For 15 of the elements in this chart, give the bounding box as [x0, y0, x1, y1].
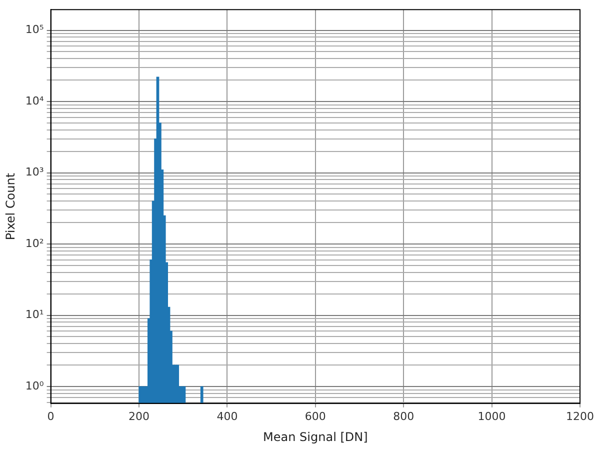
y-axis-title: Pixel Count: [3, 172, 18, 240]
x-tick-label: 1000: [478, 410, 506, 423]
x-tick-label: 800: [393, 410, 414, 423]
x-tick-label: 400: [216, 410, 238, 423]
y-tick-label: 10²: [25, 236, 44, 250]
y-tick-label: 10¹: [25, 308, 44, 322]
x-tick-label: 600: [304, 410, 326, 423]
y-tick-label: 10⁴: [25, 94, 44, 108]
x-tick-label: 1200: [566, 410, 594, 423]
x-axis-title: Mean Signal [DN]: [263, 430, 368, 444]
x-tick-label: 0: [47, 410, 54, 423]
y-tick-label: 10⁵: [25, 23, 44, 36]
y-tick-label: 10⁰: [25, 379, 44, 392]
x-tick-label: 200: [128, 410, 150, 423]
y-tick-label: 10³: [25, 166, 44, 179]
